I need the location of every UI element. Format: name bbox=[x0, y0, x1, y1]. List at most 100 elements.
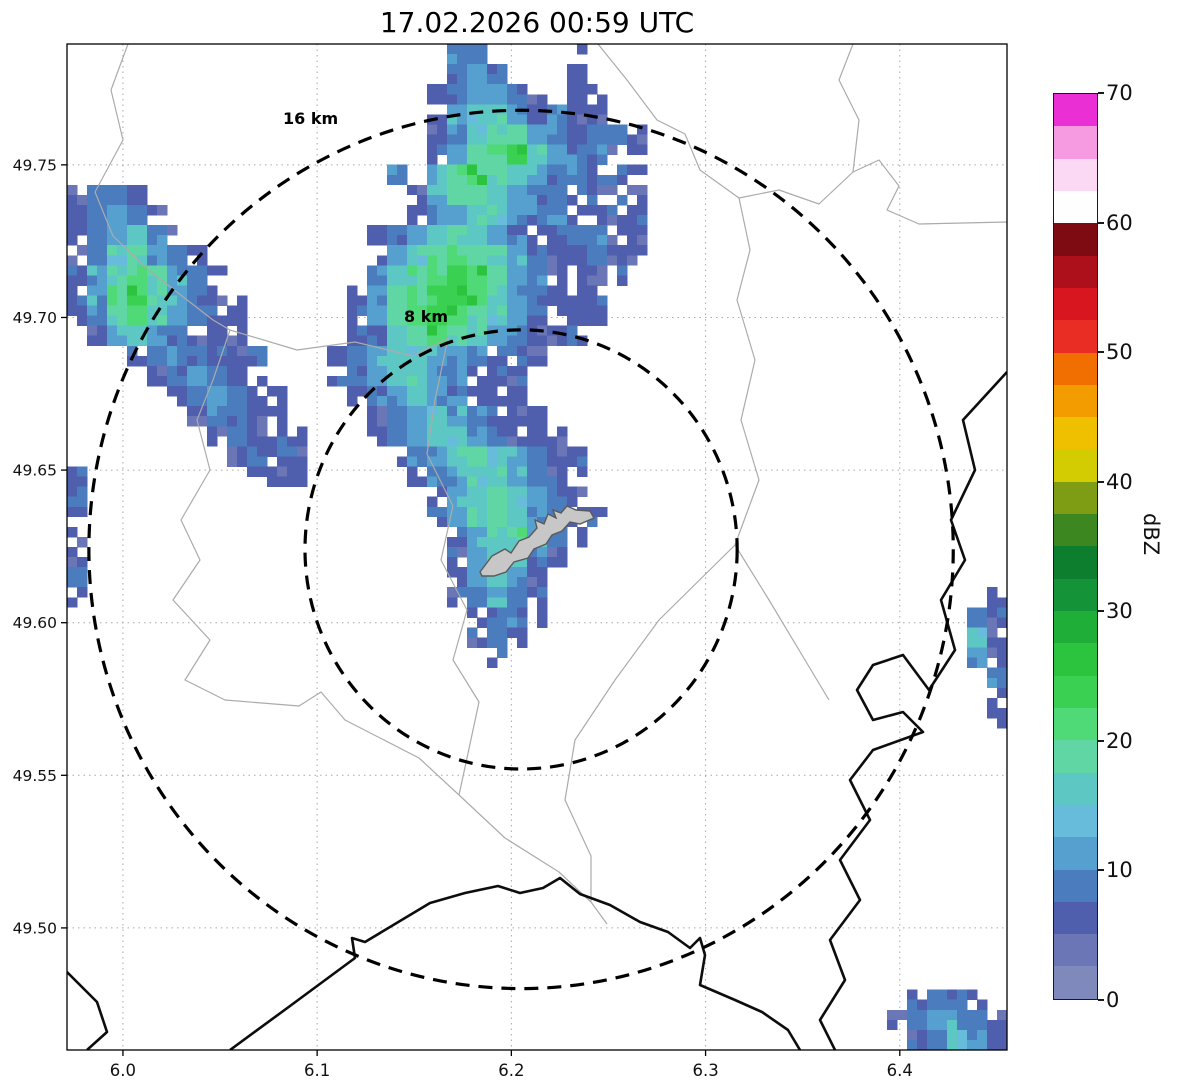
radar-cell bbox=[557, 426, 568, 437]
radar-cell bbox=[427, 496, 438, 508]
radar-cell bbox=[467, 275, 478, 286]
radar-cell bbox=[397, 235, 408, 246]
radar-cell bbox=[77, 225, 88, 236]
radar-cell bbox=[517, 325, 528, 337]
radar-cell bbox=[547, 506, 558, 518]
radar-cell bbox=[557, 536, 568, 548]
radar-cell bbox=[437, 134, 448, 145]
radar-cell bbox=[357, 305, 368, 316]
radar-cell bbox=[477, 154, 488, 166]
radar-cell bbox=[977, 1050, 987, 1060]
colorbar-tick-label: 60 bbox=[1106, 210, 1133, 235]
radar-cell bbox=[377, 396, 388, 407]
radar-cell bbox=[997, 657, 1007, 669]
colorbar-tick-label: 50 bbox=[1106, 340, 1133, 365]
radar-cell bbox=[417, 194, 428, 206]
radar-cell bbox=[467, 355, 478, 367]
radar-cell bbox=[537, 426, 548, 437]
radar-cell bbox=[377, 335, 388, 347]
radar-cell bbox=[427, 446, 438, 457]
radar-cell bbox=[427, 456, 438, 467]
radar-cell bbox=[77, 275, 88, 286]
radar-cell bbox=[477, 84, 488, 95]
radar-cell bbox=[67, 255, 78, 266]
radar-cell bbox=[117, 235, 128, 246]
radar-cell bbox=[487, 617, 498, 628]
radar-cell bbox=[87, 225, 98, 236]
radar-cell bbox=[457, 245, 468, 256]
radar-cell bbox=[507, 114, 518, 125]
radar-cell bbox=[517, 235, 528, 246]
radar-cell bbox=[507, 627, 518, 638]
radar-cell bbox=[577, 315, 588, 326]
radar-cell bbox=[457, 345, 468, 357]
radar-cell bbox=[67, 567, 78, 578]
radar-cell bbox=[567, 486, 578, 497]
radar-cell bbox=[127, 215, 138, 226]
radar-cell bbox=[577, 255, 588, 266]
colorbar-tick-mark bbox=[1098, 739, 1104, 742]
radar-cell bbox=[627, 164, 638, 176]
radar-cell bbox=[197, 355, 208, 367]
radar-cell bbox=[507, 496, 518, 508]
radar-cell bbox=[617, 174, 628, 186]
radar-cell bbox=[947, 1029, 958, 1041]
radar-cell bbox=[427, 184, 438, 196]
radar-cell bbox=[537, 587, 548, 598]
radar-cell bbox=[457, 235, 468, 246]
radar-cell bbox=[497, 154, 508, 166]
y-tick-label: 49.55 bbox=[13, 767, 57, 785]
radar-cell bbox=[567, 295, 578, 306]
radar-cell bbox=[637, 164, 648, 176]
radar-cell bbox=[177, 305, 188, 316]
radar-cell bbox=[597, 225, 608, 236]
radar-cell bbox=[357, 355, 368, 367]
radar-cell bbox=[417, 295, 428, 306]
radar-cell bbox=[537, 516, 548, 528]
radar-cell bbox=[497, 426, 508, 437]
radar-cell bbox=[507, 446, 518, 457]
radar-cell bbox=[547, 164, 558, 176]
radar-cell bbox=[567, 154, 578, 166]
radar-cell bbox=[227, 305, 238, 316]
radar-cell bbox=[507, 526, 518, 538]
radar-cell bbox=[537, 295, 548, 306]
radar-cell bbox=[467, 557, 478, 568]
radar-cell bbox=[597, 134, 608, 145]
radar-cell bbox=[497, 446, 508, 457]
radar-cell bbox=[467, 154, 478, 166]
radar-cell bbox=[107, 265, 118, 276]
colorbar-segment bbox=[1054, 449, 1097, 482]
radar-cell bbox=[637, 184, 648, 196]
radar-cell bbox=[497, 607, 508, 618]
radar-cell bbox=[457, 44, 468, 55]
radar-cell bbox=[147, 255, 158, 266]
radar-cell bbox=[557, 215, 568, 226]
radar-cell bbox=[467, 305, 478, 316]
radar-cell bbox=[967, 1039, 978, 1050]
radar-cell bbox=[467, 436, 478, 447]
radar-cell bbox=[517, 446, 528, 457]
radar-cell bbox=[77, 496, 88, 508]
radar-cell bbox=[517, 496, 528, 508]
radar-cell bbox=[577, 486, 588, 497]
radar-cell bbox=[457, 446, 468, 457]
radar-cell bbox=[67, 225, 78, 236]
radar-cell bbox=[447, 205, 458, 216]
colorbar-segment bbox=[1054, 417, 1097, 450]
radar-cell bbox=[947, 999, 958, 1011]
radar-cell bbox=[427, 376, 438, 387]
radar-cell bbox=[517, 416, 528, 427]
radar-cell bbox=[277, 416, 288, 427]
radar-cell bbox=[957, 989, 968, 1000]
radar-cell bbox=[947, 1050, 957, 1060]
radar-cell bbox=[277, 386, 288, 397]
radar-cell bbox=[437, 124, 448, 135]
radar-cell bbox=[477, 285, 488, 296]
radar-cell bbox=[457, 365, 468, 377]
radar-cell bbox=[507, 315, 518, 326]
radar-cell bbox=[537, 114, 548, 125]
radar-cell bbox=[627, 245, 638, 256]
radar-cell bbox=[407, 315, 418, 326]
